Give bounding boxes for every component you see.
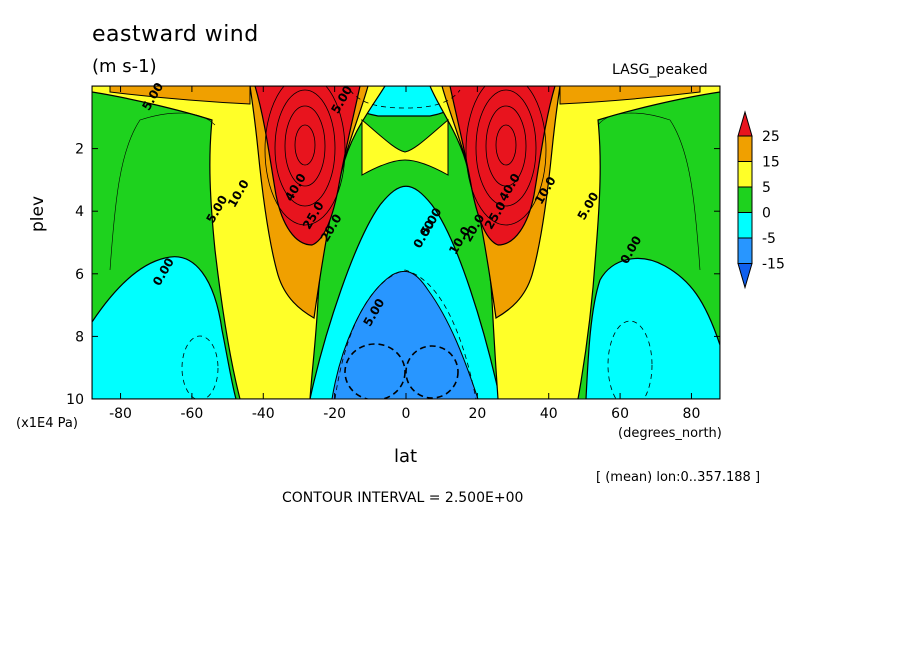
colorbar-label: 0 (762, 206, 771, 222)
contour-dashed-center-outer (334, 269, 477, 399)
colorbar: 25 15 5 0 -5 -15 (737, 110, 785, 290)
y-axis-units: (x1E4 Pa) (16, 416, 78, 431)
chart-units: (m s-1) (92, 56, 157, 77)
colorbar-band (737, 186, 753, 213)
contour-red-left-3 (284, 105, 326, 187)
colorbar-label: 15 (762, 155, 780, 171)
contour-red-left-1 (264, 86, 346, 226)
contour-fields (92, 86, 720, 399)
field-red-left (254, 86, 361, 246)
field-cyan-right (585, 257, 720, 399)
y-tick-label: 10 (66, 392, 84, 408)
colorbar-label: -5 (762, 231, 776, 247)
x-tick-label: -40 (252, 406, 275, 422)
x-axis: -80 -60 -40 -20 0 20 40 60 80 (109, 86, 700, 422)
y-tick-label: 6 (75, 267, 84, 283)
x-tick-label: -60 (180, 406, 203, 422)
contour-red-right-4 (495, 124, 517, 166)
colorbar-top-arrow (737, 110, 753, 137)
colorbar-band (737, 212, 753, 239)
x-tick-label: 0 (402, 406, 411, 422)
contour-red-right-2 (475, 89, 537, 207)
field-orange-top-left (109, 86, 251, 105)
model-label: LASG_peaked (612, 62, 708, 78)
colorbar-bottom-arrow (737, 263, 753, 290)
contour-dashed-right (607, 320, 653, 399)
contour-interval-note: CONTOUR INTERVAL = 2.500E+00 (282, 490, 524, 506)
y-tick-label: 4 (75, 204, 84, 220)
contour-red-left-2 (274, 89, 336, 207)
colorbar-band (737, 237, 753, 264)
contour-green-right (597, 112, 701, 271)
colorbar-band (737, 161, 753, 188)
contour-lines (109, 86, 701, 399)
field-orange-top-right (559, 86, 701, 105)
x-tick-label: 20 (468, 406, 486, 422)
contour-dashed-center-right (405, 345, 459, 399)
colorbar-label: 25 (762, 129, 780, 145)
x-axis-label: lat (394, 446, 418, 467)
x-axis-units: (degrees_north) (618, 426, 722, 441)
x-tick-label: 80 (683, 406, 701, 422)
contour-red-left-4 (294, 124, 316, 166)
field-cyan-left (92, 256, 237, 399)
contour-dashed-left (181, 335, 219, 399)
contour-dashed-center-left (344, 343, 406, 399)
x-tick-label: 60 (611, 406, 629, 422)
x-tick-label: 40 (540, 406, 558, 422)
colorbar-label: -15 (762, 257, 785, 273)
chart-title: eastward wind (92, 22, 259, 47)
y-tick-label: 8 (75, 329, 84, 345)
y-tick-label: 2 (75, 142, 84, 158)
y-axis: 2 4 6 8 10 (66, 142, 720, 408)
mean-note: [ (mean) lon:0..357.188 ] (596, 470, 761, 485)
contour-red-right-3 (485, 105, 527, 187)
contour-red-right-1 (465, 86, 547, 226)
x-tick-label: -80 (109, 406, 132, 422)
colorbar-band (737, 135, 753, 162)
x-tick-label: -20 (323, 406, 346, 422)
contour-green-left (109, 112, 216, 271)
field-yellow-bridge (361, 118, 449, 176)
field-red-right (449, 86, 556, 246)
colorbar-label: 5 (762, 180, 771, 196)
field-blue-center (331, 270, 479, 399)
